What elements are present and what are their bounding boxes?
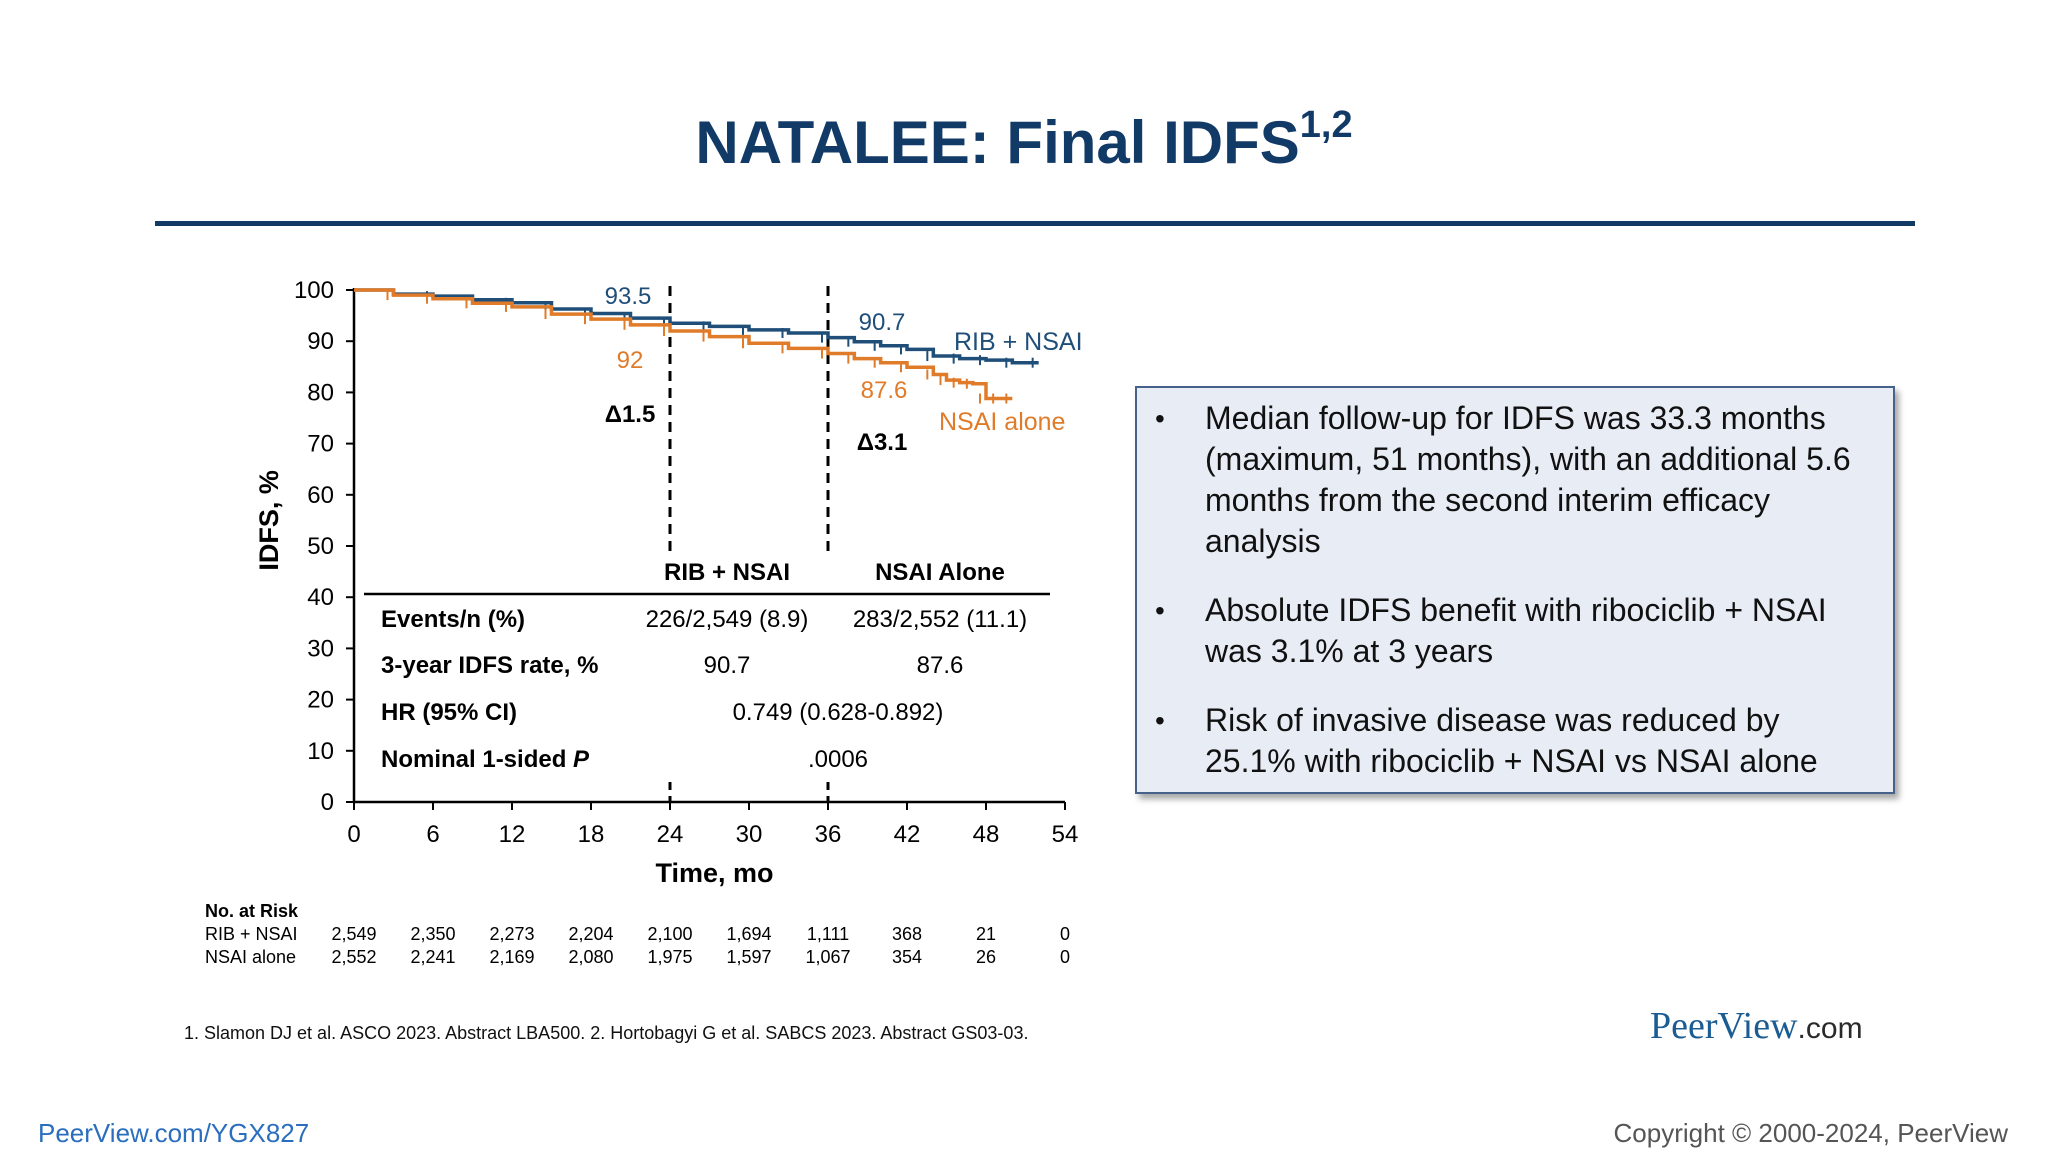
table-cell-rib-nsai: 90.7 [704, 652, 751, 679]
risk-value: 0 [1059, 947, 1070, 967]
table-row-label: HR (95% CI) [381, 699, 517, 726]
risk-value: 1,597 [726, 947, 772, 967]
risk-row-label: RIB + NSAI [205, 924, 298, 944]
x-tick-label: 30 [736, 821, 763, 848]
risk-value: 2,241 [410, 947, 456, 967]
risk-value: 354 [891, 947, 923, 967]
y-tick-label: 10 [307, 738, 334, 765]
x-axis-label: Time, mo [655, 858, 773, 888]
risk-table-header: No. at Risk [205, 901, 299, 921]
annotation-rib-36mo: 90.7 [859, 309, 906, 336]
y-tick-label: 100 [294, 277, 334, 304]
table-header-nsai-alone: NSAI Alone [875, 559, 1005, 586]
risk-value: 21 [975, 924, 997, 944]
table-cell-rib-nsai: 226/2,549 (8.9) [646, 606, 809, 633]
risk-value: 2,100 [647, 924, 693, 944]
bullet-risk-reduction: Risk of invasive disease was reduced by … [1155, 700, 1871, 782]
risk-value: 1,111 [806, 924, 850, 944]
program-link[interactable]: PeerView.com/YGX827 [38, 1118, 310, 1148]
y-tick-label: 20 [307, 687, 334, 714]
x-tick-label: 0 [347, 821, 360, 848]
risk-value: 368 [891, 924, 923, 944]
risk-value: 2,549 [331, 924, 377, 944]
risk-value: 26 [975, 947, 997, 967]
y-tick-label: 70 [307, 431, 334, 458]
risk-value: 2,350 [410, 924, 456, 944]
x-tick-label: 48 [973, 821, 1000, 848]
annotation-nsai-36mo: 87.6 [861, 377, 908, 404]
table-row-label: 3-year IDFS rate, % [381, 652, 598, 679]
x-tick-label: 12 [499, 821, 526, 848]
risk-value: 1,975 [647, 947, 693, 967]
peerview-logo: PeerView.com [1650, 1005, 1863, 1047]
copyright-text: Copyright © 2000-2024, PeerView [1613, 1118, 2008, 1148]
key-findings-panel: Median follow-up for IDFS was 33.3 month… [1135, 386, 1895, 794]
y-tick-label: 30 [307, 635, 334, 662]
annotation-rib-24mo: 93.5 [605, 283, 652, 310]
title-superscript: 1,2 [1299, 104, 1353, 146]
table-row-label: Nominal 1-sided P [381, 746, 590, 773]
y-tick-label: 80 [307, 379, 334, 406]
y-tick-label: 60 [307, 482, 334, 509]
km-curve-nsai-alone [354, 288, 1013, 401]
x-tick-label: 24 [657, 821, 684, 848]
title-divider [155, 221, 1915, 226]
x-tick-label: 54 [1052, 821, 1079, 848]
bullet-absolute-benefit: Absolute IDFS benefit with ribociclib + … [1155, 590, 1871, 672]
risk-value: 2,273 [489, 924, 535, 944]
x-tick-label: 42 [894, 821, 921, 848]
series-label-nsai-alone: NSAI alone [939, 408, 1065, 436]
table-cell-combined: 0.749 (0.628-0.892) [733, 699, 944, 726]
annotation-delta-24mo: Δ1.5 [605, 401, 656, 428]
annotation-delta-36mo: Δ3.1 [857, 429, 908, 456]
table-row-label: Events/n (%) [381, 606, 525, 633]
table-cell-combined: .0006 [808, 746, 868, 773]
y-tick-label: 40 [307, 584, 334, 611]
risk-value: 2,552 [331, 947, 377, 967]
references-footnote: 1. Slamon DJ et al. ASCO 2023. Abstract … [184, 1023, 1029, 1043]
risk-value: 2,080 [568, 947, 614, 967]
slide-title: NATALEE: Final IDFS1,2 [0, 104, 2048, 177]
km-curve-rib-nsai [354, 288, 1039, 365]
y-tick-label: 0 [321, 789, 334, 816]
y-axis-label: IDFS, % [254, 470, 284, 571]
risk-value: 1,067 [805, 947, 851, 967]
table-cell-nsai-alone: 87.6 [917, 652, 964, 679]
risk-value: 0 [1059, 924, 1070, 944]
x-tick-label: 6 [426, 821, 439, 848]
x-tick-label: 36 [815, 821, 842, 848]
bullet-follow-up: Median follow-up for IDFS was 33.3 month… [1155, 398, 1871, 562]
risk-row-label: NSAI alone [205, 947, 297, 967]
title-text: NATALEE: Final IDFS [695, 109, 1300, 176]
x-tick-label: 18 [578, 821, 605, 848]
annotation-nsai-24mo: 92 [617, 347, 644, 374]
table-cell-nsai-alone: 283/2,552 (11.1) [853, 606, 1027, 633]
table-header-rib-nsai: RIB + NSAI [664, 559, 790, 586]
risk-value: 2,169 [489, 947, 535, 967]
y-tick-label: 50 [307, 533, 334, 560]
y-tick-label: 90 [307, 328, 334, 355]
series-label-rib-nsai: RIB + NSAI [954, 328, 1083, 356]
risk-value: 2,204 [568, 924, 614, 944]
risk-value: 1,694 [726, 924, 772, 944]
